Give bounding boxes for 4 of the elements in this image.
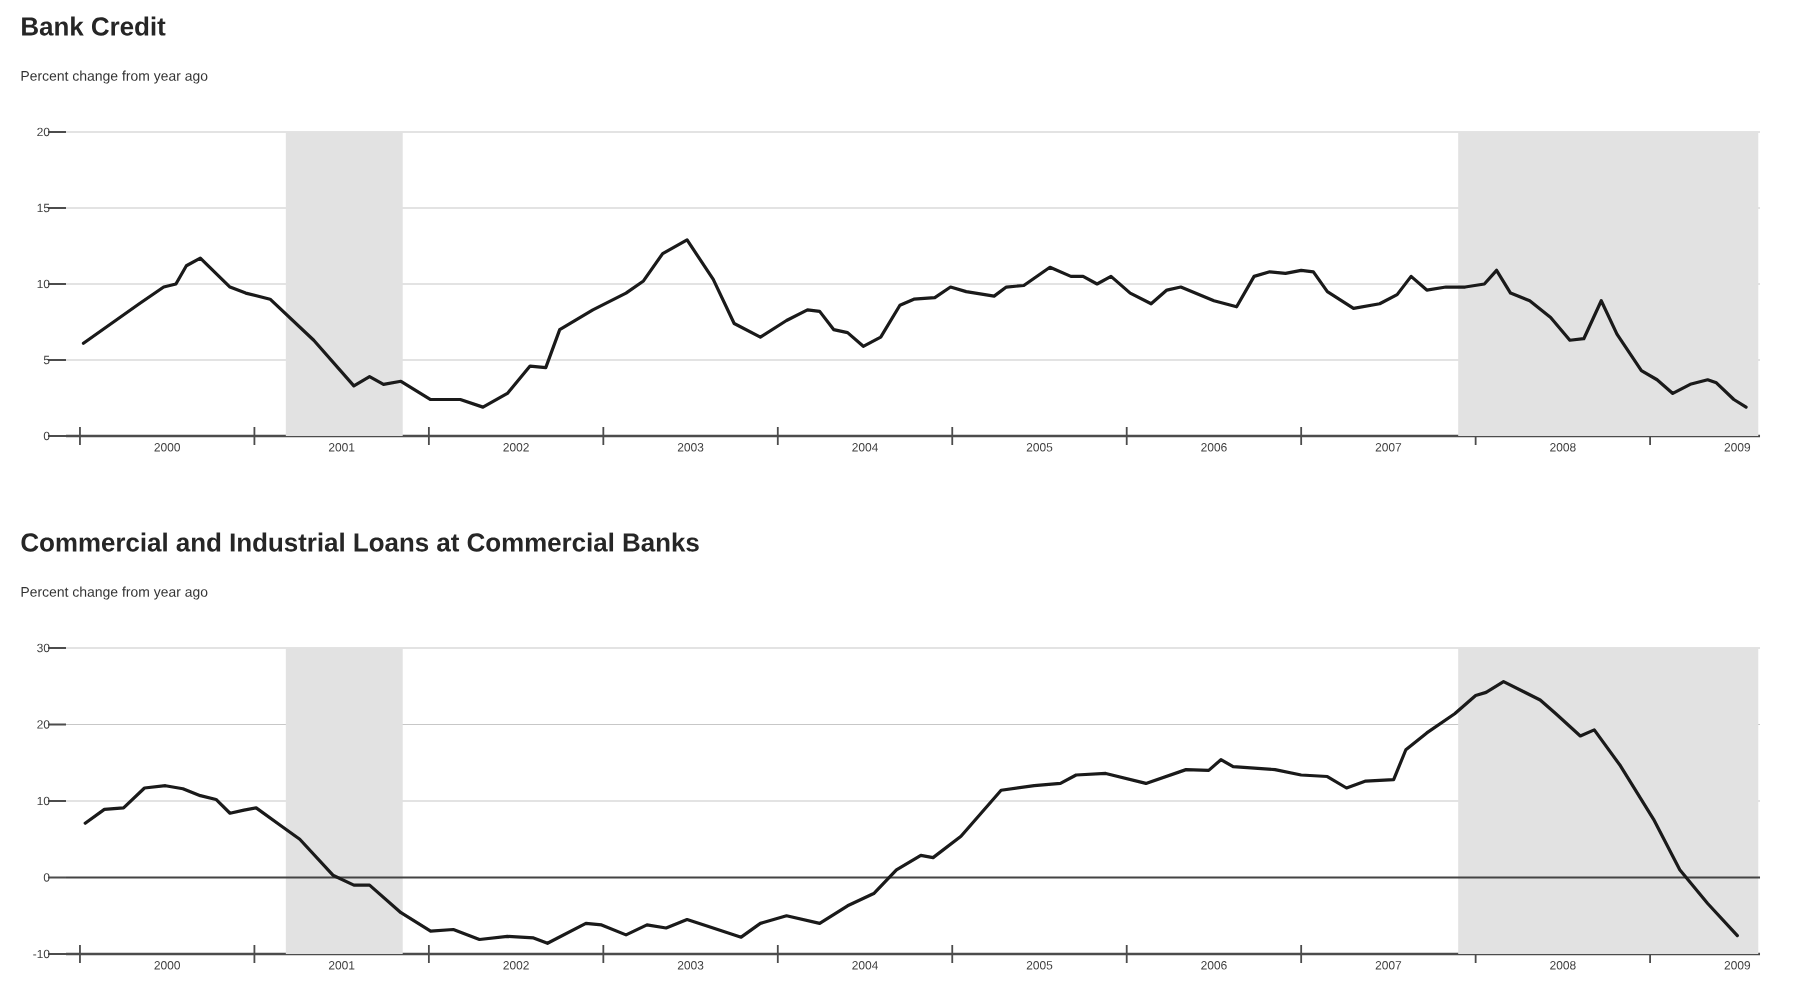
line-series: [81, 238, 1748, 409]
chart-title: Commercial and Industrial Loans at Commercial Banks: [21, 532, 699, 552]
line-series: [83, 680, 1739, 945]
chart-title: Bank Credit: [22, 16, 166, 36]
